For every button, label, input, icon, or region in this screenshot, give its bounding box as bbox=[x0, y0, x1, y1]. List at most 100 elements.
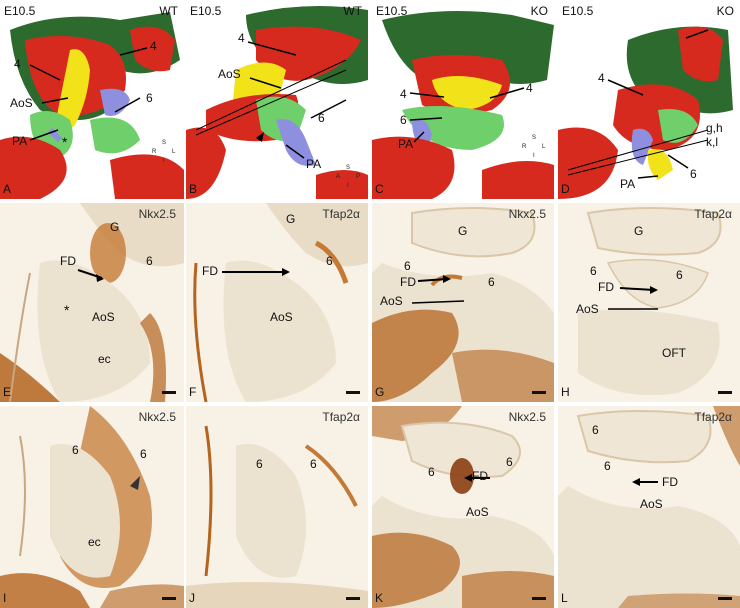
histology-f bbox=[193, 203, 368, 402]
scale-bar bbox=[718, 391, 732, 394]
scale-bar bbox=[162, 597, 176, 600]
arch-4-label: 4 bbox=[238, 31, 245, 45]
panel-d-3d-ko: E10.5 KO 4 g,h k,l 6 PA D bbox=[558, 0, 740, 199]
arch-6-label-left: 6 bbox=[428, 465, 435, 479]
section-plane-kl-label: k,l bbox=[706, 135, 718, 149]
panel-e-section: Nkx2.5 G FD 6 * AoS ec E bbox=[0, 203, 184, 402]
genotype-label: KO bbox=[530, 4, 548, 18]
histology-l bbox=[558, 406, 740, 608]
panel-g-section: Nkx2.5 G 6 FD 6 AoS G bbox=[372, 203, 554, 402]
aos-label: AoS bbox=[92, 310, 115, 324]
pa-label: PA bbox=[620, 177, 636, 191]
panel-a-3d-wt: E10.5 WT 4 4 AoS 6 PA * S R L I A bbox=[0, 0, 184, 199]
arch-6-label-right: 6 bbox=[140, 447, 147, 461]
panel-letter: A bbox=[3, 182, 12, 196]
gut-label: G bbox=[634, 224, 644, 238]
arch-6-label-left: 6 bbox=[404, 259, 411, 273]
ec-label: ec bbox=[88, 535, 101, 549]
stage-label: E10.5 bbox=[562, 4, 594, 18]
arch-6-label: 6 bbox=[146, 91, 153, 105]
arch-6-label-right: 6 bbox=[488, 275, 495, 289]
marker-label: Tfap2α bbox=[322, 207, 360, 221]
panel-j-section: Tfap2α 6 6 J bbox=[186, 406, 368, 608]
marker-label: Nkx2.5 bbox=[508, 207, 546, 221]
arch-4-label-left: 4 bbox=[400, 87, 407, 101]
fd-label: FD bbox=[662, 475, 678, 489]
fd-label: FD bbox=[598, 280, 614, 294]
pa-label: PA bbox=[306, 157, 322, 171]
scale-bar bbox=[718, 597, 732, 600]
oft-label: OFT bbox=[662, 346, 686, 360]
aos-label: AoS bbox=[380, 294, 403, 308]
panel-letter: B bbox=[189, 182, 198, 196]
reconstruction-a bbox=[0, 12, 184, 199]
fd-label: FD bbox=[202, 264, 218, 278]
panel-letter: I bbox=[3, 591, 7, 605]
aos-label: AoS bbox=[10, 96, 33, 110]
aos-label: AoS bbox=[270, 310, 293, 324]
marker-label: Nkx2.5 bbox=[138, 207, 176, 221]
stage-label: E10.5 bbox=[376, 4, 408, 18]
panel-f-section: Tfap2α G FD 6 AoS F bbox=[186, 203, 368, 402]
stage-label: E10.5 bbox=[4, 4, 36, 18]
arch-6-label: 6 bbox=[318, 111, 325, 125]
marker-label: Tfap2α bbox=[694, 207, 732, 221]
arch-6-label: 6 bbox=[146, 254, 153, 268]
marker-label: Nkx2.5 bbox=[138, 410, 176, 424]
histology-h bbox=[578, 207, 722, 396]
histology-g bbox=[372, 207, 554, 402]
orientation-axes: S A P I bbox=[336, 165, 361, 189]
marker-label: Nkx2.5 bbox=[508, 410, 546, 424]
arch-6-label: 6 bbox=[400, 113, 407, 127]
marker-label: Tfap2α bbox=[694, 410, 732, 424]
gut-label: G bbox=[286, 212, 296, 226]
reconstruction-b bbox=[186, 6, 368, 199]
aos-label: AoS bbox=[218, 67, 241, 81]
genotype-label: WT bbox=[343, 4, 362, 18]
scale-bar bbox=[532, 391, 546, 394]
section-plane-gh-label: g,h bbox=[706, 121, 723, 135]
arch-6-label-right: 6 bbox=[676, 268, 683, 282]
pa-label: PA bbox=[398, 137, 414, 151]
ec-label: ec bbox=[98, 352, 111, 366]
orientation-axes: S R L I bbox=[522, 135, 546, 159]
arch-6-label-left: 6 bbox=[590, 264, 597, 278]
panel-letter: G bbox=[375, 385, 385, 399]
arch-4-label-right: 4 bbox=[526, 81, 533, 95]
arch-4-label-right: 4 bbox=[150, 39, 157, 53]
fd-label: FD bbox=[400, 275, 416, 289]
arch-6-label: 6 bbox=[690, 167, 697, 181]
arch-4-label-left: 4 bbox=[14, 57, 21, 71]
arch-6-label-left: 6 bbox=[72, 443, 79, 457]
panel-b-3d-wt: E10.5 WT 4 AoS 6 PA S A P I B bbox=[186, 0, 368, 199]
stage-label: E10.5 bbox=[190, 4, 222, 18]
orientation-axes: S R L I bbox=[152, 140, 176, 164]
scale-bar bbox=[346, 597, 360, 600]
arch-6-label: 6 bbox=[326, 254, 333, 268]
panel-i-section: Nkx2.5 6 6 ec I bbox=[0, 406, 184, 608]
scale-bar bbox=[532, 597, 546, 600]
panel-letter: J bbox=[189, 591, 195, 605]
gut-label: G bbox=[458, 224, 468, 238]
fd-label: FD bbox=[472, 469, 488, 483]
asterisk-label: * bbox=[62, 134, 68, 150]
aos-label: AoS bbox=[576, 302, 599, 316]
panel-k-section: Nkx2.5 6 FD 6 AoS K bbox=[372, 406, 554, 608]
panel-c-3d-ko: E10.5 KO 4 4 6 PA S R L I C bbox=[372, 0, 554, 199]
histology-k bbox=[372, 406, 554, 608]
genotype-label: KO bbox=[716, 4, 734, 18]
panel-letter: H bbox=[561, 385, 570, 399]
pa-label: PA bbox=[12, 134, 28, 148]
genotype-label: WT bbox=[159, 4, 178, 18]
scale-bar bbox=[346, 391, 360, 394]
reconstruction-d bbox=[558, 26, 733, 199]
arch-4-label: 4 bbox=[598, 71, 605, 85]
aos-label: AoS bbox=[466, 505, 489, 519]
panel-letter: D bbox=[561, 182, 570, 196]
marker-label: Tfap2α bbox=[322, 410, 360, 424]
aos-label: AoS bbox=[640, 497, 663, 511]
panel-l-section: Tfap2α 6 6 FD AoS L bbox=[558, 406, 740, 608]
histology-i bbox=[0, 406, 184, 608]
panel-letter: L bbox=[561, 591, 568, 605]
histology-e bbox=[0, 203, 184, 402]
